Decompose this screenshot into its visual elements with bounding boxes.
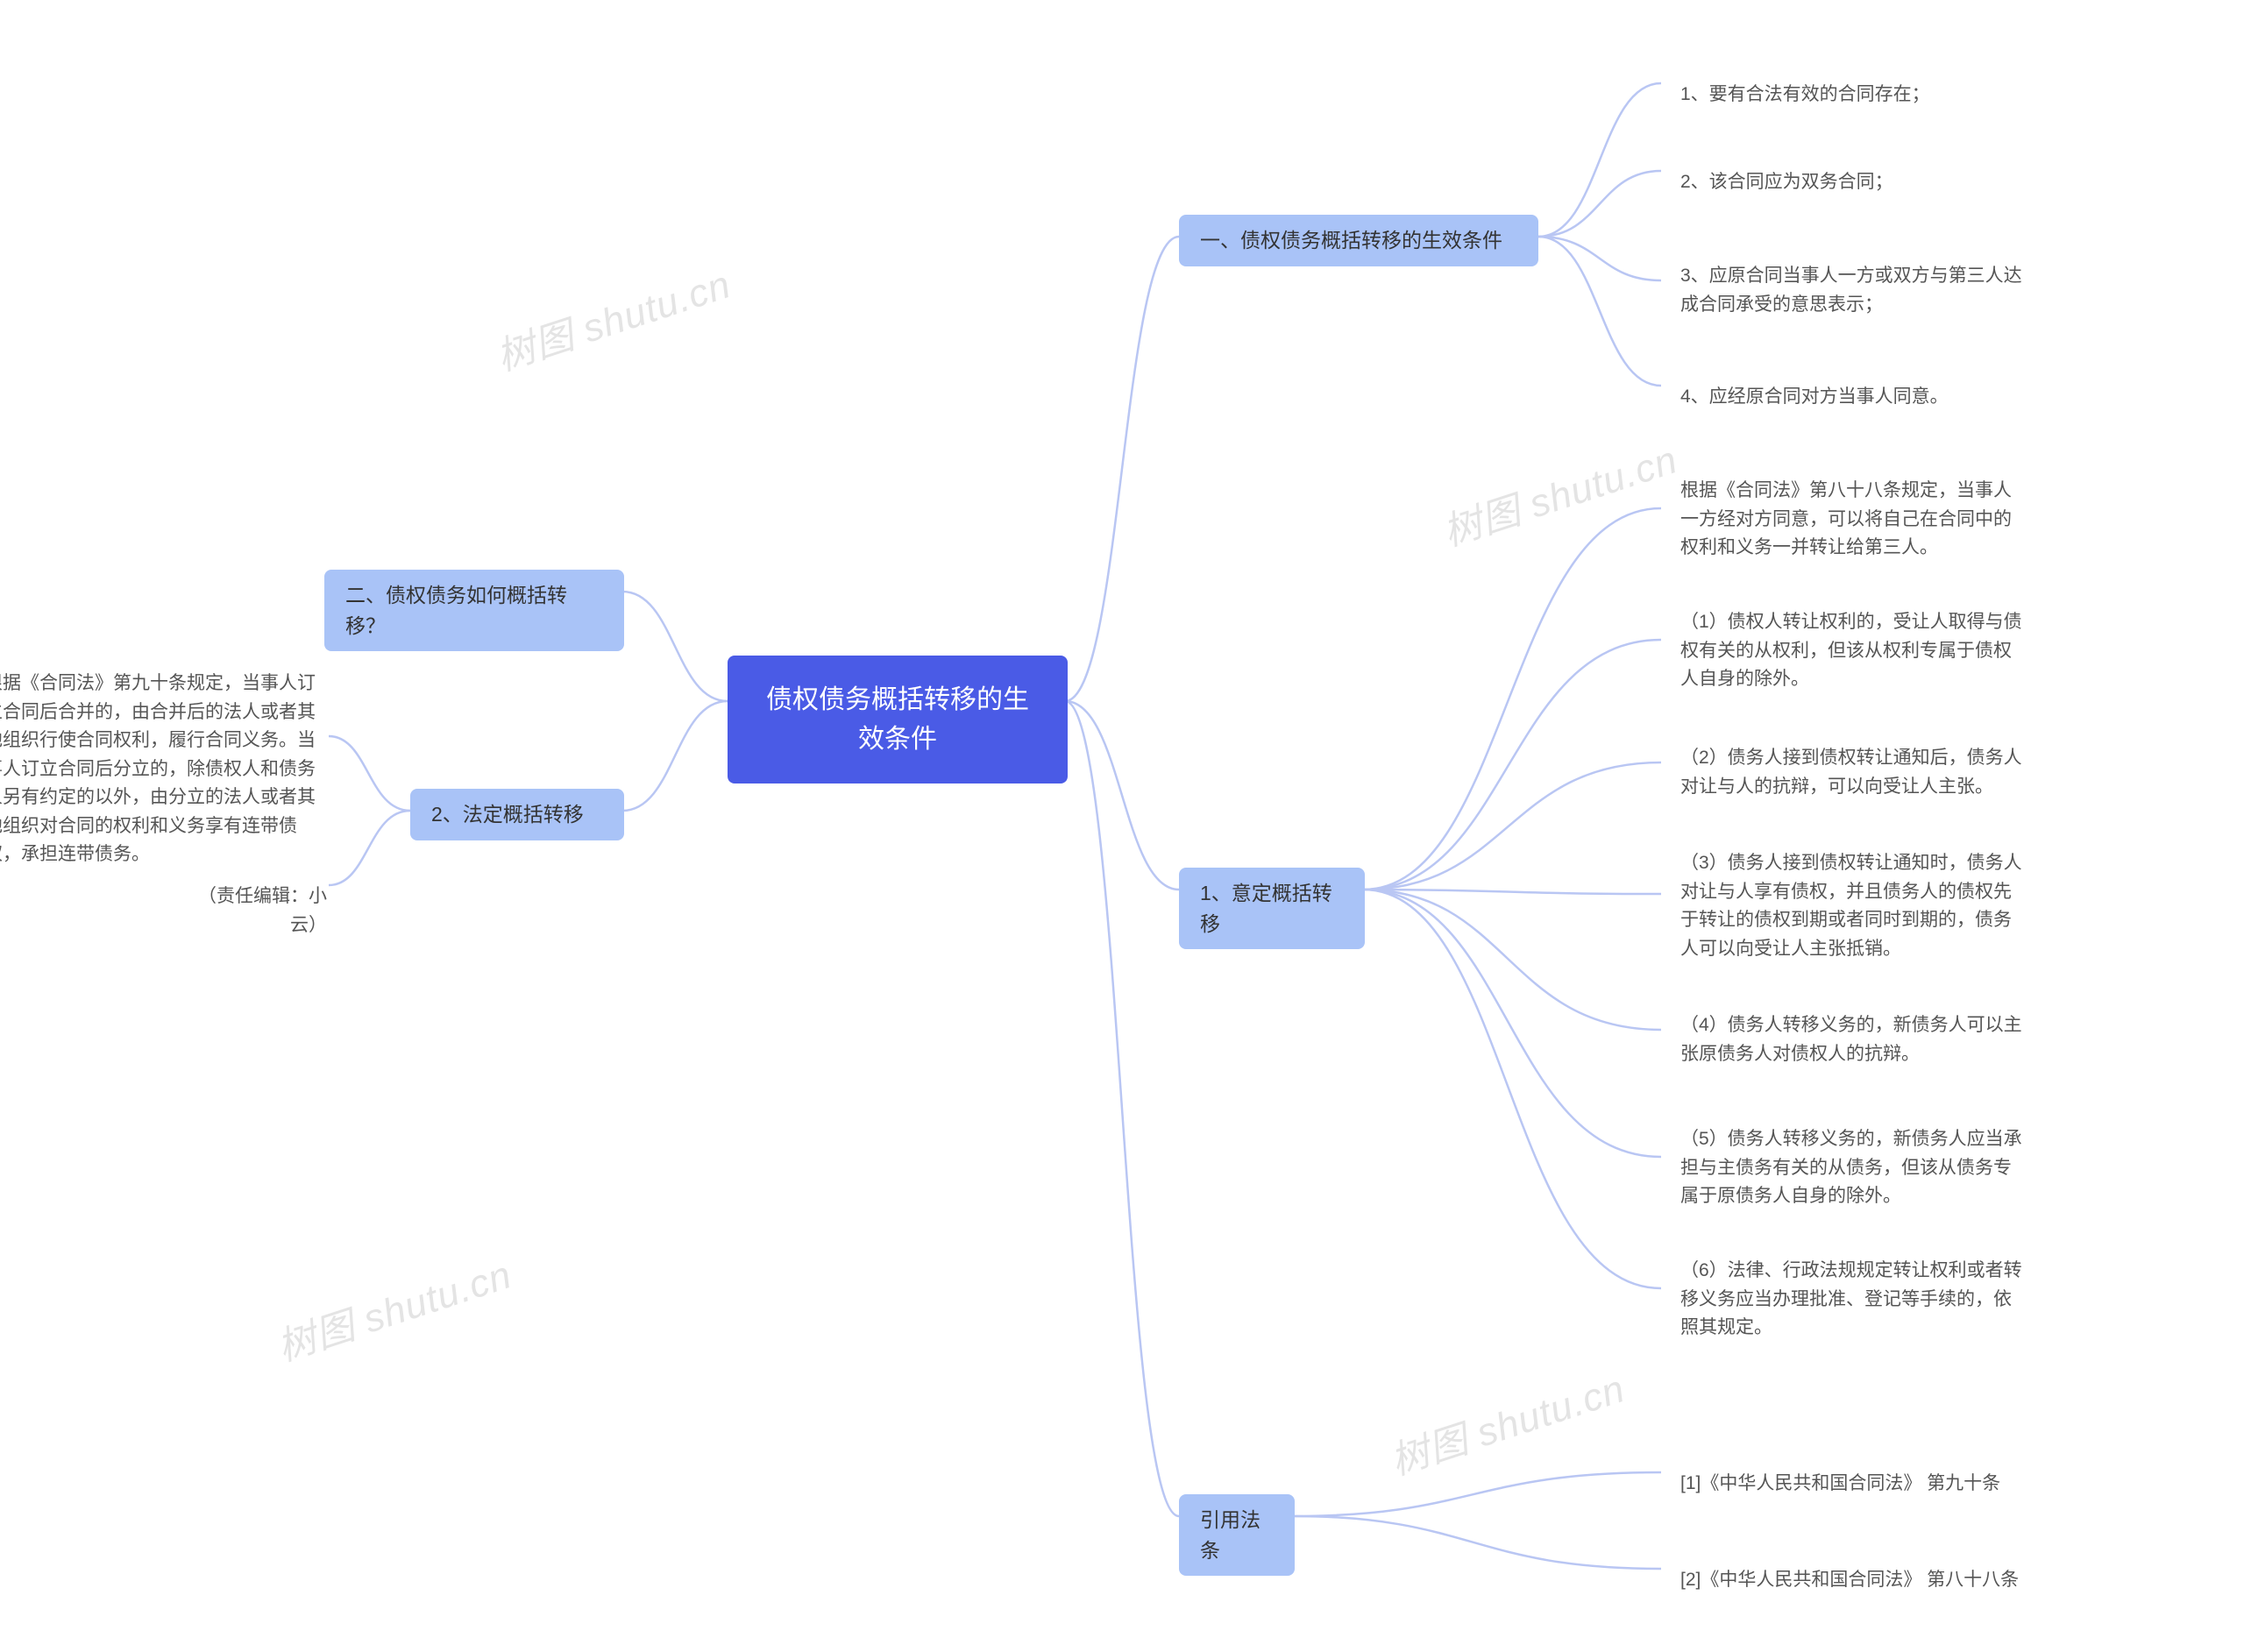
watermark: 树图 shutu.cn — [488, 253, 737, 382]
branch-l2: 2、法定概括转移 — [410, 789, 624, 840]
leaf-l2-0: 根据《合同法》第九十条规定，当事人订立合同后合并的，由合并后的法人或者其他组织行… — [0, 657, 342, 882]
branch-r3: 引用法条 — [1179, 1494, 1295, 1576]
watermark: 树图 shutu.cn — [269, 1244, 518, 1372]
leaf-l2-1: （责任编辑：小云） — [153, 870, 346, 952]
leaf-r1-1: 2、该合同应为双务合同； — [1661, 156, 2029, 209]
branch-r2-label: 1、意定概括转移 — [1200, 882, 1332, 935]
leaf-r1-0: 1、要有合法有效的合同存在； — [1661, 68, 2029, 122]
branch-r2: 1、意定概括转移 — [1179, 868, 1365, 949]
branch-l2-label: 2、法定概括转移 — [431, 803, 584, 826]
leaf-r2-4: （4）债务人转移义务的，新债务人可以主张原债务人对债权人的抗辩。 — [1661, 999, 2047, 1081]
root-text: 债权债务概括转移的生效条件 — [766, 685, 1029, 754]
leaf-r2-2: （2）债务人接到债权转让通知后，债务人对让与人的抗辩，可以向受让人主张。 — [1661, 732, 2047, 813]
watermark: 树图 shutu.cn — [1382, 1358, 1631, 1486]
leaf-r2-5: （5）债务人转移义务的，新债务人应当承担与主债务有关的从债务，但该从债务专属于原… — [1661, 1113, 2047, 1223]
leaf-r1-2: 3、应原合同当事人一方或双方与第三人达成合同承受的意思表示； — [1661, 250, 2047, 331]
leaf-r3-0: [1]《中华人民共和国合同法》 第九十条 — [1661, 1457, 2047, 1511]
leaf-r1-3: 4、应经原合同对方当事人同意。 — [1661, 371, 2029, 424]
watermark: 树图 shutu.cn — [1435, 429, 1684, 557]
leaf-r2-0: 根据《合同法》第八十八条规定，当事人一方经对方同意，可以将自己在合同中的权利和义… — [1661, 464, 2047, 575]
leaf-r2-3: （3）债务人接到债权转让通知时，债务人对让与人享有债权，并且债务人的债权先于转让… — [1661, 837, 2047, 975]
leaf-r2-1: （1）债权人转让权利的，受让人取得与债权有关的从权利，但该从权利专属于债权人自身… — [1661, 596, 2047, 706]
leaf-r3-1: [2]《中华人民共和国合同法》 第八十八条 — [1661, 1554, 2047, 1607]
branch-l1-label: 二、债权债务如何概括转移？ — [345, 584, 567, 637]
branch-r1-label: 一、债权债务概括转移的生效条件 — [1200, 229, 1502, 252]
branch-l1: 二、债权债务如何概括转移？ — [324, 570, 624, 651]
branch-r1: 一、债权债务概括转移的生效条件 — [1179, 215, 1538, 266]
leaf-r2-6: （6）法律、行政法规规定转让权利或者转移义务应当办理批准、登记等手续的，依照其规… — [1661, 1244, 2047, 1355]
branch-r3-label: 引用法条 — [1200, 1508, 1260, 1562]
root-node: 债权债务概括转移的生效条件 — [728, 656, 1068, 783]
